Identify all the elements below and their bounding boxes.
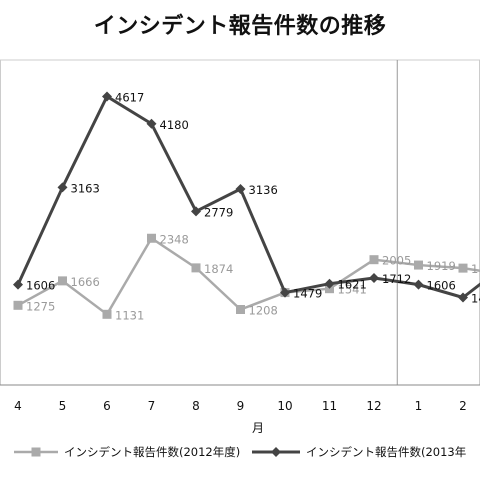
- x-tick-label: 5: [59, 399, 67, 413]
- data-point-marker: [13, 300, 23, 310]
- data-point-marker: [369, 273, 379, 283]
- legend-marker-2012: [31, 447, 41, 457]
- data-point-marker: [147, 233, 156, 243]
- data-label: 1: [471, 262, 478, 276]
- data-label: 1919: [427, 259, 456, 273]
- data-label: 1275: [26, 299, 55, 313]
- data-point-marker: [413, 279, 424, 290]
- x-tick-label: 10: [277, 399, 292, 413]
- data-label: 4617: [115, 90, 144, 104]
- data-label: 2348: [160, 232, 189, 246]
- data-label: 2005: [382, 254, 411, 268]
- data-point-marker: [458, 263, 468, 273]
- x-tick-label: 7: [148, 399, 156, 413]
- x-tick-label: 6: [103, 399, 111, 413]
- x-tick-label: 2: [459, 399, 467, 413]
- legend-marker-2013: [271, 447, 281, 457]
- data-label: 3136: [249, 183, 278, 197]
- data-point-marker: [58, 276, 67, 286]
- data-label: 1606: [427, 279, 456, 293]
- data-label: 3163: [71, 181, 100, 195]
- plot-area: [0, 59, 480, 386]
- data-label: 1131: [115, 308, 144, 322]
- data-point-marker: [235, 184, 246, 194]
- data-label: 2779: [204, 205, 233, 219]
- data-label: 1621: [338, 278, 367, 292]
- data-label: 1874: [204, 262, 233, 276]
- series-line-1: [17, 237, 480, 316]
- data-label: 1208: [249, 304, 278, 318]
- data-label: 1541: [338, 283, 367, 297]
- data-point-marker: [191, 206, 201, 217]
- data-point-marker: [102, 91, 112, 102]
- data-point-marker: [236, 305, 245, 314]
- x-tick-label: 8: [192, 399, 200, 413]
- data-label: 4180: [160, 118, 189, 132]
- data-point-marker: [324, 278, 335, 289]
- data-label: 1606: [26, 279, 55, 293]
- data-label: 14: [471, 292, 480, 306]
- data-point-marker: [146, 118, 157, 129]
- legend-label-2012: インシデント報告件数(2012年度): [64, 445, 240, 459]
- x-tick-label: 1: [415, 399, 423, 413]
- data-label: 1666: [71, 275, 100, 289]
- data-point-marker: [414, 260, 423, 270]
- data-point-marker: [57, 182, 68, 193]
- data-point-marker: [102, 309, 112, 319]
- x-tick-label: 4: [14, 399, 22, 413]
- data-point-marker: [13, 279, 23, 290]
- data-label: 1712: [382, 272, 411, 286]
- data-point-marker: [369, 255, 379, 265]
- x-tick-label: 11: [322, 399, 337, 413]
- series-line-2: [16, 94, 480, 299]
- chart-title: インシデント報告件数の推移: [93, 14, 387, 39]
- data-point-marker: [191, 263, 201, 273]
- data-label: 1479: [293, 287, 322, 301]
- data-point-marker: [458, 292, 468, 303]
- x-axis-title: 月: [252, 421, 264, 435]
- x-tick-label: 9: [237, 399, 245, 413]
- data-point-marker: [280, 287, 290, 298]
- legend-label-2013: インシデント報告件数(2013年: [306, 445, 466, 459]
- x-tick-label: 12: [366, 399, 381, 413]
